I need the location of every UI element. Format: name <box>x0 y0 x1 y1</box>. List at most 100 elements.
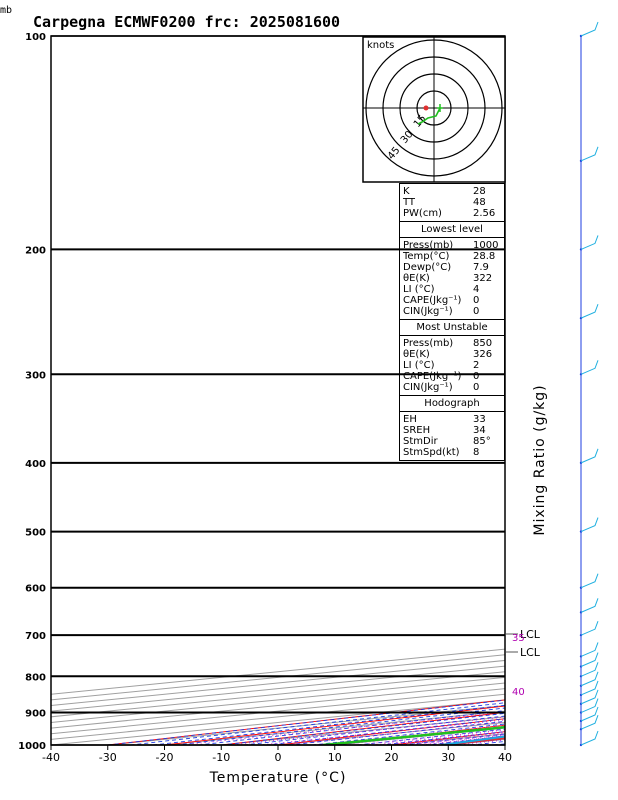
lowest-level-value: 322 <box>473 273 493 284</box>
wind-barb <box>580 620 599 636</box>
wind-barb <box>580 642 599 657</box>
most-unstable-value: 2 <box>473 360 480 371</box>
most-unstable-value: 0 <box>473 371 480 382</box>
lcl-label-1: LCL <box>520 628 541 641</box>
temperature-tick-label: 10 <box>328 751 342 764</box>
wind-barb <box>580 671 599 687</box>
general-indices: K 28 TT 48 PW(cm) 2.56 <box>399 183 505 222</box>
background-lines <box>51 36 618 745</box>
temperature-tick-label: -40 <box>42 751 60 764</box>
lowest-level-key: Dewp(°C) <box>403 262 452 273</box>
hodograph-index-row: StmDir 85° <box>403 436 501 447</box>
most-unstable-row: Press(mb) 850 <box>403 338 501 349</box>
general-index-value: 48 <box>473 197 486 208</box>
hodograph-index-row: SREH 34 <box>403 425 501 436</box>
most-unstable-key: CAPE(Jkg⁻¹) <box>403 371 462 382</box>
temperature-tick-label: -20 <box>156 751 174 764</box>
pressure-unit-label: mb <box>0 5 12 16</box>
lowest-level-key: CAPE(Jkg⁻¹) <box>403 295 462 306</box>
hodograph-ring-15 <box>416 90 452 126</box>
wind-barb <box>580 517 599 533</box>
mixing-ratio-line <box>313 725 505 745</box>
most-unstable-section: Most Unstable Press(mb) 850 θE(K) 326 LI (°C… <box>399 320 505 396</box>
chart-title: Carpegna ECMWF0200 frc: 2025081600 <box>33 13 340 31</box>
general-index-value: 2.56 <box>473 208 496 219</box>
mixing-ratio-axis-label: Mixing Ratio (g/kg) <box>532 384 548 535</box>
hodograph-index-row: EH 33 <box>403 414 501 425</box>
theta-e-label-35: 35 <box>512 633 525 644</box>
pressure-tick-label: 400 <box>25 459 46 470</box>
hodograph-index-key: StmDir <box>403 436 438 447</box>
hodograph-units: knots <box>367 40 394 51</box>
hodograph-index-value: 34 <box>473 425 486 436</box>
wind-barb <box>580 689 599 705</box>
general-index-key: PW(cm) <box>403 208 442 219</box>
lowest-level-value: 0 <box>473 295 480 306</box>
moist-adiabat-line <box>107 699 505 745</box>
lowest-level-value: 4 <box>473 284 480 295</box>
lowest-level-section: Lowest level Press(mb) 1000 Temp(°C) 28.8 De… <box>399 222 505 320</box>
hodograph-index-key: StmSpd(kt) <box>403 447 460 458</box>
wind-barb <box>580 662 599 677</box>
lowest-level-value: 7.9 <box>473 262 489 273</box>
most-unstable-row: LI (°C) 2 <box>403 360 501 371</box>
temperature-tick-label: 40 <box>498 751 512 764</box>
lowest-level-row: LI (°C) 4 <box>403 284 501 295</box>
lowest-level-row: CAPE(Jkg⁻¹) 0 <box>403 295 501 306</box>
pressure-tick-label: 700 <box>25 631 46 642</box>
hodograph-index-value: 85° <box>473 436 491 447</box>
pressure-tick-label: 800 <box>25 672 46 683</box>
wind-barb <box>580 360 599 375</box>
most-unstable-row: CAPE(Jkg⁻¹) 0 <box>403 371 501 382</box>
lowest-level-row: Press(mb) 1000 <box>403 240 501 251</box>
moist-adiabat-line <box>153 704 505 745</box>
hodograph-index-value: 33 <box>473 414 486 425</box>
wind-barb <box>580 146 599 162</box>
wind-barbs <box>579 21 599 747</box>
moist-adiabat-line <box>493 743 505 745</box>
pressure-tick-label: 200 <box>25 245 46 256</box>
hodograph-ring-45 <box>382 56 486 160</box>
dry-adiabat-line <box>562 36 618 745</box>
wind-barb <box>580 652 599 667</box>
temperature-tick-label: -10 <box>212 751 230 764</box>
lowest-level-key: Temp(°C) <box>403 251 450 262</box>
lowest-level-row: CIN(Jkg⁻¹) 0 <box>403 306 501 317</box>
most-unstable-title: Most Unstable <box>400 322 504 336</box>
general-index-row: K 28 <box>403 186 501 197</box>
most-unstable-value: 850 <box>473 338 493 349</box>
hodograph-index-key: EH <box>403 414 417 425</box>
wind-barb <box>580 706 599 722</box>
wind-barb <box>580 303 599 319</box>
isotherm-line <box>562 36 618 745</box>
temperature-tick-label: -30 <box>99 751 117 764</box>
lowest-level-title: Lowest level <box>400 224 504 238</box>
moist-adiabat-line <box>175 707 505 745</box>
wind-barb <box>580 573 599 589</box>
temperature-tick-label: 0 <box>275 751 282 764</box>
pressure-tick-label: 900 <box>25 709 46 720</box>
general-index-row: PW(cm) 2.56 <box>403 208 501 219</box>
most-unstable-row: θE(K) 326 <box>403 349 501 360</box>
hodograph-start-marker <box>437 104 443 112</box>
most-unstable-value: 326 <box>473 349 493 360</box>
hodograph-trace <box>417 107 441 125</box>
pressure-tick-label: 100 <box>25 32 46 43</box>
storm-motion-marker <box>423 105 429 111</box>
most-unstable-key: CIN(Jkg⁻¹) <box>403 382 453 393</box>
wind-barb <box>580 448 599 464</box>
lowest-level-row: θE(K) 322 <box>403 273 501 284</box>
pressure-tick-label: 600 <box>25 584 46 595</box>
lowest-level-key: θE(K) <box>403 273 430 284</box>
pressure-tick-label: 500 <box>25 528 46 539</box>
lowest-level-value: 28.8 <box>473 251 496 262</box>
general-index-row: TT 48 <box>403 197 501 208</box>
mixing-ratio-line <box>438 737 505 745</box>
theta-e-label-40: 40 <box>512 687 525 698</box>
mixing-ratio-line <box>356 729 505 745</box>
index-panel: K 28 TT 48 PW(cm) 2.56 Lowest level Press(mb)… <box>399 183 505 461</box>
wind-barb <box>580 698 599 714</box>
hodograph-ring-30 <box>399 73 469 143</box>
